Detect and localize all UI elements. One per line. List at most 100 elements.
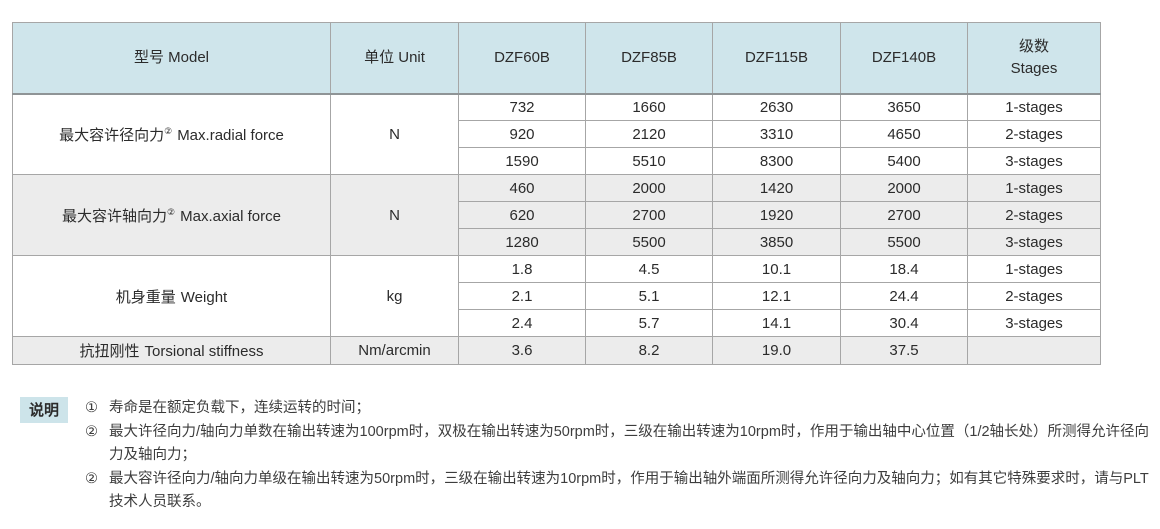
unit-cell: kg (330, 255, 459, 337)
note-item: ② 最大许径向力/轴向力单数在输出转速为100rpm时，双极在输出转速为50rp… (85, 421, 1160, 468)
table-row: 最大容许轴向力② Max.axial force N 460 2000 1420 … (12, 174, 1101, 256)
group-axial-force: 最大容许轴向力② Max.axial force N 460 2000 1420 … (12, 174, 1101, 256)
stage-cell: 2-stages (967, 282, 1101, 310)
value-cell: 3650 (840, 93, 968, 121)
value-cell: 2700 (840, 201, 968, 229)
header-stages-en: Stages (1010, 59, 1058, 77)
group-weight: 机身重量 Weight kg 1.8 4.5 10.1 18.4 1-stages… (12, 255, 1101, 337)
row-label-en: Max.radial force (177, 126, 284, 144)
value-cell: 1660 (585, 93, 713, 121)
value-cell: 4.5 (585, 255, 713, 283)
group-radial-force: 最大容许径向力② Max.radial force N 732 1660 2630… (12, 93, 1101, 175)
value-cell: 8.2 (585, 336, 713, 365)
value-cell: 920 (458, 120, 586, 148)
table-row: 抗扭刚性 Torsional stiffness Nm/arcmin 3.6 8.… (12, 336, 1101, 365)
value-cell: 2000 (840, 174, 968, 202)
table-row: 2.4 5.7 14.1 30.4 3-stages (13, 309, 1101, 337)
value-cell: 5.1 (585, 282, 713, 310)
header-unit: 单位 Unit (330, 22, 459, 95)
stage-cell: 1-stages (967, 255, 1101, 283)
value-cell: 30.4 (840, 309, 968, 337)
note-number: ② (85, 470, 99, 487)
value-cell: 5400 (840, 147, 968, 175)
value-cell: 1.8 (458, 255, 586, 283)
stage-cell: 3-stages (967, 228, 1101, 256)
table-row: 1590 5510 8300 5400 3-stages (13, 147, 1101, 175)
row-label-torsional-stiffness: 抗扭刚性 Torsional stiffness (12, 336, 331, 365)
stage-cell: 3-stages (967, 309, 1101, 337)
row-label-zh: 机身重量 (115, 288, 176, 306)
table-row: 920 2120 3310 4650 2-stages (13, 120, 1101, 148)
note-number: ① (85, 400, 99, 416)
value-cell: 2700 (585, 201, 713, 229)
value-cell: 19.0 (712, 336, 841, 365)
row-label-zh: 最大容许径向力 (59, 126, 165, 144)
value-cell: 3.6 (458, 336, 586, 365)
unit-cell: N (330, 93, 459, 175)
spec-table-header: 型号 Model 单位 Unit DZF60B DZF85B DZF115B D… (12, 22, 1101, 95)
value-cell: 1280 (458, 228, 586, 256)
value-cell: 8300 (712, 147, 841, 175)
note-text: 最大许径向力/轴向力单数在输出转速为100rpm时，双极在输出转速为50rpm时… (109, 423, 1150, 464)
row-label-en: Max.axial force (180, 207, 281, 225)
stage-cell: 1-stages (967, 174, 1101, 202)
row-label-radial-force: 最大容许径向力② Max.radial force (12, 93, 331, 175)
row-label-weight: 机身重量 Weight (12, 255, 331, 337)
notes-label: 说明 (20, 397, 69, 423)
value-cell: 18.4 (840, 255, 968, 283)
row-label-en: Torsional stiffness (144, 343, 264, 360)
value-cell: 5510 (585, 147, 713, 175)
notes-list: ① 寿命是在额定负载下，连续运转的时间； ② 最大许径向力/轴向力单数在输出转速… (85, 397, 1160, 515)
value-cell: 2000 (585, 174, 713, 202)
value-cell: 24.4 (840, 282, 968, 310)
footnote-marker: ② (164, 125, 173, 136)
header-model-dzf140b: DZF140B (840, 22, 968, 95)
table-row: 620 2700 1920 2700 2-stages (13, 201, 1101, 229)
note-item: ① 寿命是在额定负载下，连续运转的时间； (85, 397, 1160, 421)
note-number: ② (85, 423, 99, 440)
header-model: 型号 Model (12, 22, 331, 95)
value-cell: 1920 (712, 201, 841, 229)
stage-cell: 2-stages (967, 120, 1101, 148)
notes-section: 说明 ① 寿命是在额定负载下，连续运转的时间； ② 最大许径向力/轴向力单数在输… (20, 397, 1160, 515)
value-cell: 620 (458, 201, 586, 229)
table-row: 2.1 5.1 12.1 24.4 2-stages (13, 282, 1101, 310)
value-cell: 12.1 (712, 282, 841, 310)
stage-cell: 2-stages (967, 201, 1101, 229)
table-row: 1280 5500 3850 5500 3-stages (13, 228, 1101, 256)
value-cell: 4650 (840, 120, 968, 148)
value-cell: 2120 (585, 120, 713, 148)
value-cell: 5500 (585, 228, 713, 256)
value-cell: 37.5 (840, 336, 968, 365)
value-cell: 732 (458, 93, 586, 121)
note-text: 最大容许径向力/轴向力单级在输出转速为50rpm时，三级在输出转速为10rpm时… (109, 470, 1149, 511)
unit-cell: Nm/arcmin (330, 336, 459, 365)
row-label-zh: 最大容许轴向力 (62, 207, 168, 225)
unit-cell: N (330, 174, 459, 256)
value-cell: 5.7 (585, 309, 713, 337)
note-text: 寿命是在额定负载下，连续运转的时间； (109, 400, 371, 416)
value-cell: 10.1 (712, 255, 841, 283)
header-row: 型号 Model 单位 Unit DZF60B DZF85B DZF115B D… (12, 22, 1101, 95)
footnote-marker: ② (167, 206, 176, 217)
table-row: 最大容许径向力② Max.radial force N 732 1660 2630… (12, 93, 1101, 175)
value-cell: 3850 (712, 228, 841, 256)
row-label-zh: 抗扭刚性 (79, 343, 140, 360)
value-cell: 2.1 (458, 282, 586, 310)
value-cell: 3310 (712, 120, 841, 148)
row-label-en: Weight (180, 288, 228, 306)
table-row: 机身重量 Weight kg 1.8 4.5 10.1 18.4 1-stages (12, 255, 1101, 337)
value-cell: 2.4 (458, 309, 586, 337)
row-label-axial-force: 最大容许轴向力② Max.axial force (12, 174, 331, 256)
header-stages-zh: 级数 (1018, 38, 1049, 55)
stage-cell: 3-stages (967, 147, 1101, 175)
header-model-dzf115b: DZF115B (712, 22, 841, 95)
value-cell: 5500 (840, 228, 968, 256)
value-cell: 460 (458, 174, 586, 202)
value-cell: 1420 (712, 174, 841, 202)
note-item: ② 最大容许径向力/轴向力单级在输出转速为50rpm时，三级在输出转速为10rp… (85, 468, 1160, 515)
value-cell: 2630 (712, 93, 841, 121)
header-stages: 级数 Stages (967, 22, 1101, 95)
stage-cell (967, 336, 1101, 365)
